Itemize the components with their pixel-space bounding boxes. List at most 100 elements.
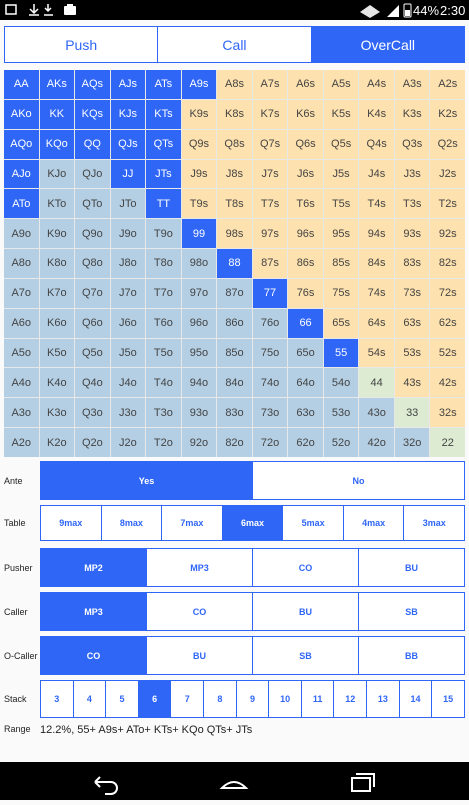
option-button[interactable]: 9max [59,518,83,528]
hand-cell[interactable]: A4o [4,368,39,398]
hand-cell[interactable]: AKs [39,70,75,99]
hand-cell[interactable]: 62o [288,428,323,457]
hand-cell[interactable]: K3s [394,99,430,129]
hand-cell[interactable]: A9s [181,70,217,99]
hand-cell[interactable]: 96s [288,219,323,249]
option-button[interactable]: 12 [333,681,366,717]
hand-cell[interactable]: AQs [75,70,110,99]
hand-cell[interactable]: 92s [430,219,465,249]
hand-cell[interactable]: Q5o [75,338,110,368]
hand-cell[interactable]: T5s [323,189,359,219]
hand-cell[interactable]: 52s [430,338,465,368]
option-button[interactable]: 9 [235,681,269,717]
hand-cell[interactable]: A2s [430,70,465,99]
hand-cell[interactable]: Q9s [181,129,217,159]
hand-cell[interactable]: 75o [252,338,288,368]
hand-cell[interactable]: T4s [359,189,394,219]
hand-cell[interactable]: T3o [146,398,181,428]
hand-cell[interactable]: K6s [288,99,323,129]
hand-cell[interactable]: A6o [4,308,39,338]
hand-cell[interactable]: 85s [323,249,359,278]
hand-cell[interactable]: J6o [110,308,146,338]
hand-cell[interactable]: 96o [181,308,217,338]
hand-cell[interactable]: Q4s [359,129,394,159]
hand-cell[interactable]: 86o [217,308,252,338]
option-button[interactable]: 8 [203,681,236,717]
option-button[interactable]: 5 [105,681,138,717]
hand-cell[interactable]: A7o [4,278,39,308]
hand-cell[interactable]: 42o [359,428,394,457]
hand-cell[interactable]: 92o [181,428,217,457]
hand-cell[interactable]: 93s [394,219,430,249]
hand-cell[interactable]: 72s [430,278,465,308]
option-button[interactable]: 15 [431,681,464,717]
hand-cell[interactable]: AQo [4,129,39,159]
hand-cell[interactable]: K8s [217,99,252,129]
hand-cell[interactable]: JJ [110,159,146,189]
option-button[interactable]: Yes [41,462,252,499]
hand-cell[interactable]: K8o [39,249,75,278]
tab[interactable]: OverCall [310,27,464,62]
hand-cell[interactable]: 82o [217,428,252,457]
option-button[interactable]: CO [252,549,358,586]
hand-cell[interactable]: K3o [39,398,75,428]
hand-cell[interactable]: 65o [288,338,323,368]
hand-cell[interactable]: T6o [146,308,181,338]
option-button[interactable]: 7 [170,681,203,717]
hand-cell[interactable]: J6s [288,159,323,189]
hand-cell[interactable]: Q7s [252,129,288,159]
recents-button[interactable] [351,777,371,792]
option-button[interactable]: BU [146,637,252,674]
hand-cell[interactable]: K2o [39,428,75,457]
option-button[interactable]: 8max [100,506,162,540]
hand-cell[interactable]: 83s [394,249,430,278]
hand-cell[interactable]: K9s [181,99,217,129]
hand-cell[interactable]: 43s [394,368,430,398]
hand-cell[interactable]: T6s [288,189,323,219]
hand-cell[interactable]: Q7o [75,278,110,308]
hand-cell[interactable]: 94o [181,368,217,398]
hand-cell[interactable]: 33 [394,398,430,428]
hand-cell[interactable]: 83o [217,398,252,428]
hand-cell[interactable]: 98s [217,219,252,249]
hand-cell[interactable]: J3s [394,159,430,189]
hand-cell[interactable]: Q5s [323,129,359,159]
hand-cell[interactable]: 84o [217,368,252,398]
option-button[interactable]: 13 [366,681,399,717]
option-button[interactable]: 10 [268,681,301,717]
hand-cell[interactable]: QQ [75,129,110,159]
hand-cell[interactable]: 93o [181,398,217,428]
hand-cell[interactable]: 84s [359,249,394,278]
hand-cell[interactable]: K2s [430,99,465,129]
hand-cell[interactable]: J2o [110,428,146,457]
hand-cell[interactable]: J2s [430,159,465,189]
hand-cell[interactable]: 64o [288,368,323,398]
hand-cell[interactable]: QTs [146,129,181,159]
hand-cell[interactable]: J3o [110,398,146,428]
hand-cell[interactable]: J5s [323,159,359,189]
option-button[interactable]: 3max [403,506,464,540]
hand-cell[interactable]: 98o [181,249,217,278]
hand-cell[interactable]: A2o [4,428,39,457]
hand-cell[interactable]: Q6o [75,308,110,338]
option-button[interactable]: CO [146,593,252,630]
option-button[interactable]: 4 [72,681,106,717]
hand-cell[interactable]: Q8s [217,129,252,159]
hand-cell[interactable]: KK [39,99,75,129]
hand-cell[interactable]: J8s [217,159,252,189]
hand-cell[interactable]: 77 [252,278,288,308]
option-button[interactable]: 7max [161,506,222,540]
hand-cell[interactable]: 73o [252,398,288,428]
hand-cell[interactable]: A3o [4,398,39,428]
hand-cell[interactable]: K7o [39,278,75,308]
hand-cell[interactable]: 53o [323,398,359,428]
hand-cell[interactable]: A5s [323,70,359,99]
hand-cell[interactable]: T3s [394,189,430,219]
hand-cell[interactable]: 42s [430,368,465,398]
option-button[interactable]: BB [358,637,464,674]
hand-cell[interactable]: T8s [217,189,252,219]
home-button[interactable] [219,781,249,789]
hand-cell[interactable]: 63s [394,308,430,338]
hand-cell[interactable]: T2s [430,189,465,219]
hand-cell[interactable]: A6s [288,70,323,99]
